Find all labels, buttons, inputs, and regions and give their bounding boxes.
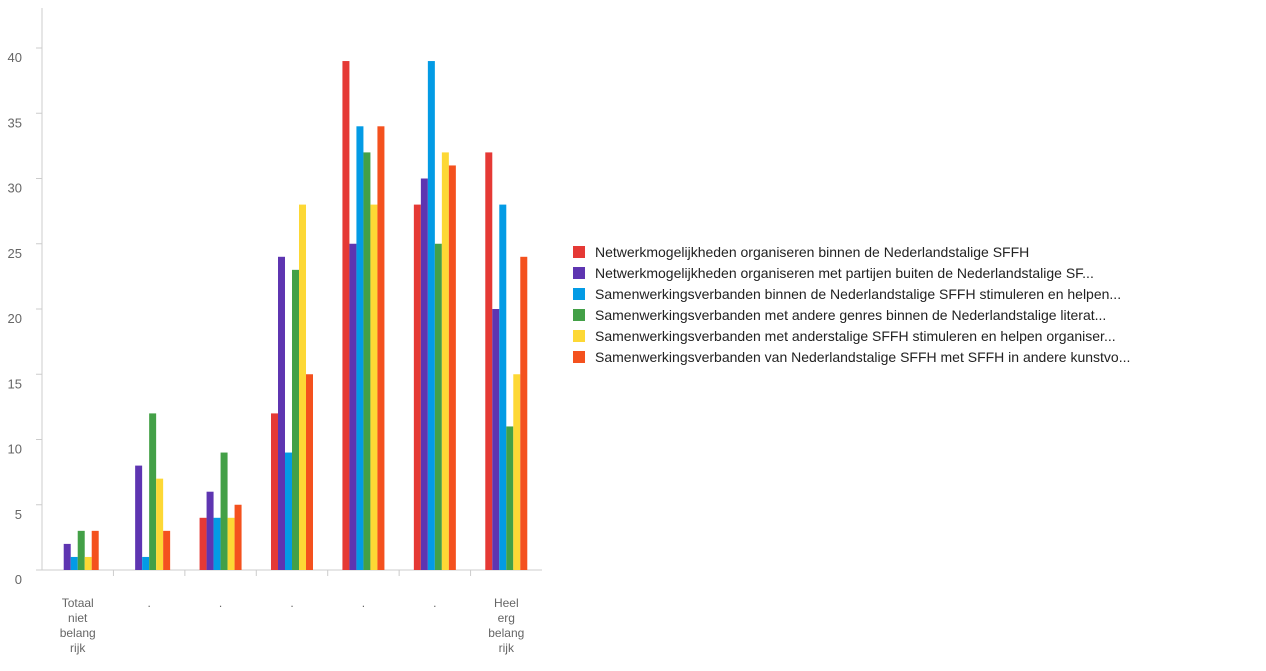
bar[interactable] [234, 504, 242, 570]
bar[interactable] [306, 374, 313, 570]
x-tick-label: . [147, 596, 150, 610]
bar[interactable] [506, 426, 514, 570]
bar[interactable] [377, 126, 385, 571]
x-tick-label: . [290, 596, 293, 610]
legend-swatch [573, 288, 585, 300]
bar[interactable] [349, 243, 357, 570]
bar[interactable] [513, 374, 521, 570]
y-tick-label: 15 [8, 376, 22, 391]
y-tick-label: 30 [8, 181, 22, 196]
bar[interactable] [220, 452, 228, 570]
legend-item[interactable]: Samenwerkingsverbanden binnen de Nederla… [573, 286, 1263, 302]
legend-item[interactable]: Netwerkmogelijkheden organiseren met par… [573, 265, 1263, 281]
x-tick-label: . [433, 596, 436, 610]
legend-label: Netwerkmogelijkheden organiseren binnen … [595, 244, 1030, 260]
x-axis-labels: Totaal niet belang rijk..... Heel erg belang ri… [60, 596, 525, 655]
x-tick-label: . [219, 596, 222, 610]
legend-item[interactable]: Samenwerkingsverbanden van Nederlandstal… [573, 349, 1263, 365]
x-tick-label: Totaal niet belang rijk [60, 596, 96, 655]
legend-swatch [573, 351, 585, 363]
bar[interactable] [370, 204, 378, 570]
legend-item[interactable]: Samenwerkingsverbanden met andere genres… [573, 307, 1263, 323]
bar[interactable] [499, 204, 507, 570]
bar[interactable] [448, 165, 456, 570]
bar[interactable] [342, 61, 350, 571]
y-axis-ticks: 0 5 10 15 20 25 30 35 40 [8, 47, 42, 587]
y-tick-label: 35 [8, 115, 22, 130]
legend-swatch [573, 246, 585, 258]
bar[interactable] [363, 152, 371, 570]
bar[interactable] [271, 413, 278, 570]
y-tick-label: 10 [8, 442, 22, 457]
bar[interactable] [285, 452, 292, 570]
bar[interactable] [485, 152, 493, 570]
bar[interactable] [356, 126, 364, 571]
bar[interactable] [441, 152, 449, 570]
bar[interactable] [278, 256, 285, 570]
x-tick-label: Heel erg belang rijk [488, 596, 524, 655]
bar[interactable] [413, 204, 421, 570]
bar[interactable] [227, 517, 235, 570]
bar[interactable] [84, 556, 92, 570]
bar[interactable] [135, 465, 143, 570]
legend-label: Samenwerkingsverbanden van Nederlandstal… [595, 349, 1131, 365]
bar[interactable] [492, 309, 500, 570]
bar[interactable] [420, 178, 428, 571]
bar[interactable] [299, 204, 306, 570]
legend-swatch [573, 309, 585, 321]
bar[interactable] [149, 413, 157, 570]
bar[interactable] [63, 543, 71, 570]
legend-swatch [573, 330, 585, 342]
y-tick-label: 20 [8, 311, 22, 326]
x-tick-label: . [362, 596, 365, 610]
bar[interactable] [163, 530, 171, 570]
legend: Netwerkmogelijkheden organiseren binnen … [573, 244, 1263, 370]
y-tick-label: 40 [8, 50, 22, 65]
y-tick-label: 25 [8, 246, 22, 261]
y-tick-label: 5 [15, 507, 22, 522]
bar[interactable] [427, 61, 435, 571]
legend-label: Samenwerkingsverbanden met anderstalige … [595, 328, 1116, 344]
bar[interactable] [70, 556, 78, 570]
bar[interactable] [142, 556, 150, 570]
bar[interactable] [213, 517, 221, 570]
legend-label: Samenwerkingsverbanden binnen de Nederla… [595, 286, 1122, 302]
bar[interactable] [77, 530, 85, 570]
legend-label: Samenwerkingsverbanden met andere genres… [595, 307, 1107, 323]
legend-label: Netwerkmogelijkheden organiseren met par… [595, 265, 1094, 281]
bar[interactable] [520, 256, 528, 570]
bar[interactable] [206, 491, 214, 570]
legend-item[interactable]: Netwerkmogelijkheden organiseren binnen … [573, 244, 1263, 260]
bar[interactable] [156, 478, 164, 570]
legend-item[interactable]: Samenwerkingsverbanden met anderstalige … [573, 328, 1263, 344]
legend-swatch [573, 267, 585, 279]
bar[interactable] [91, 530, 99, 570]
bar[interactable] [292, 269, 299, 570]
y-tick-label: 0 [15, 572, 22, 587]
bar[interactable] [434, 243, 442, 570]
bar[interactable] [199, 517, 207, 570]
bars [63, 61, 528, 571]
